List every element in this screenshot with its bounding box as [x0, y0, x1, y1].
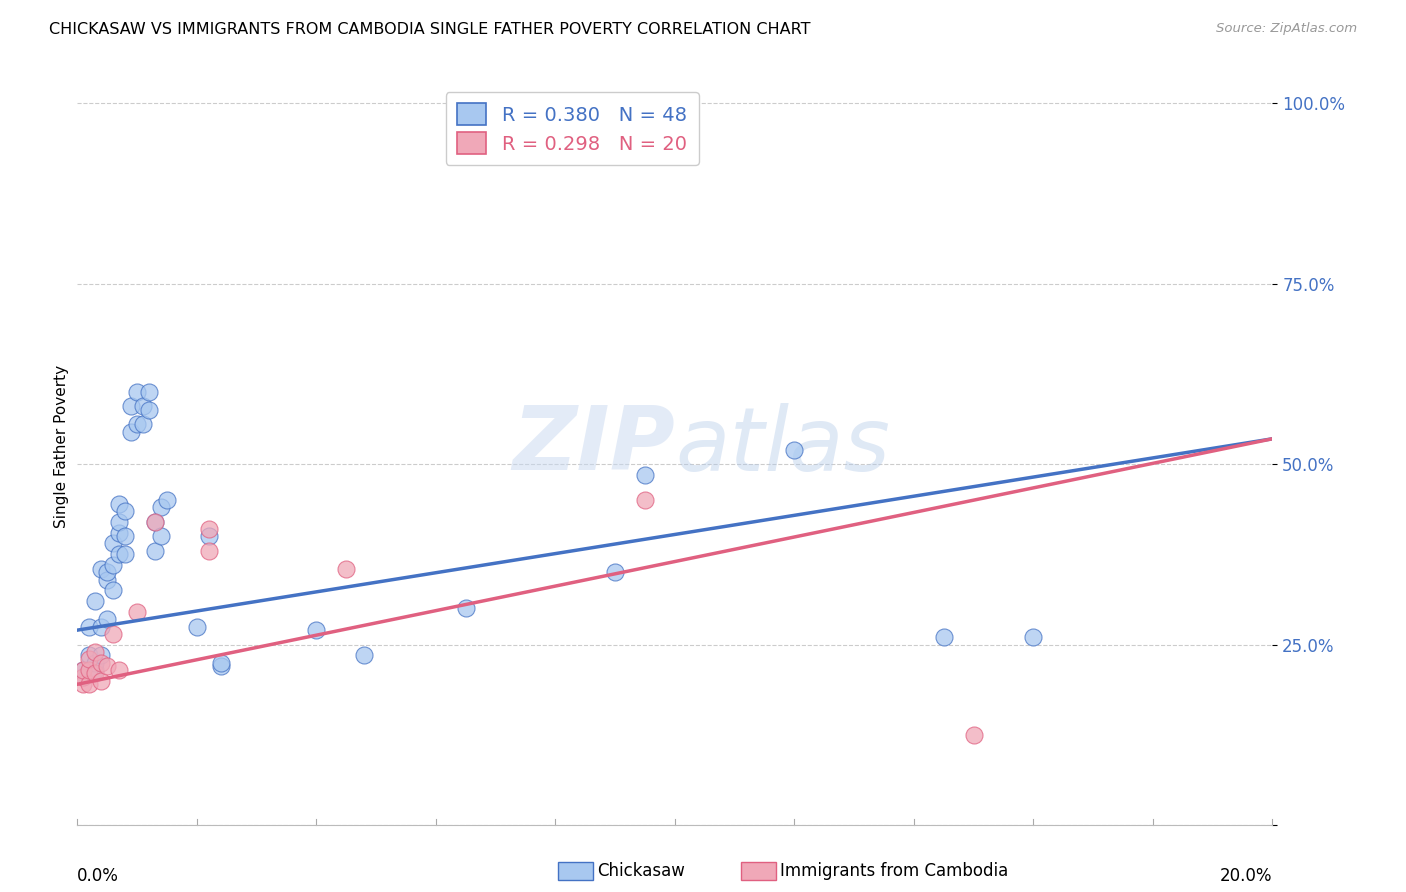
Point — [84, 594, 107, 608]
Point — [79, 663, 101, 677]
Point — [84, 645, 107, 659]
Point — [127, 605, 149, 619]
Point — [96, 612, 118, 626]
Point — [79, 652, 101, 666]
Point — [96, 566, 118, 580]
Point — [127, 384, 149, 399]
Point — [335, 562, 357, 576]
Point — [963, 728, 986, 742]
Point — [156, 493, 179, 508]
Point — [634, 467, 657, 482]
Point — [108, 515, 131, 529]
Point — [209, 659, 232, 673]
Point — [90, 656, 112, 670]
Text: 0.0%: 0.0% — [77, 867, 120, 885]
Point — [114, 547, 136, 561]
Text: Source: ZipAtlas.com: Source: ZipAtlas.com — [1216, 22, 1357, 36]
Point — [454, 601, 477, 615]
Point — [132, 399, 155, 413]
Point — [72, 670, 94, 684]
Point — [79, 648, 101, 663]
Point — [103, 558, 124, 573]
Point — [634, 493, 657, 508]
Point — [72, 663, 94, 677]
Point — [138, 403, 160, 417]
Point — [353, 648, 375, 663]
Point — [1022, 631, 1045, 645]
Point — [90, 648, 112, 663]
Point — [84, 663, 107, 677]
Point — [143, 543, 166, 558]
Point — [143, 515, 166, 529]
Point — [114, 504, 136, 518]
Point — [108, 497, 131, 511]
Text: 20.0%: 20.0% — [1220, 867, 1272, 885]
Point — [108, 547, 131, 561]
Point — [79, 619, 101, 633]
Point — [90, 619, 112, 633]
Point — [120, 399, 142, 413]
Point — [143, 515, 166, 529]
Point — [96, 573, 118, 587]
Point — [197, 522, 219, 536]
Point — [108, 525, 131, 540]
Text: atlas: atlas — [675, 403, 890, 489]
Point — [120, 425, 142, 439]
Point — [90, 673, 112, 688]
Point — [72, 663, 94, 677]
Point — [90, 562, 112, 576]
Point — [79, 677, 101, 691]
Point — [132, 417, 155, 432]
Point — [103, 583, 124, 598]
Y-axis label: Single Father Poverty: Single Father Poverty — [53, 365, 69, 527]
Point — [605, 566, 627, 580]
Point — [108, 663, 131, 677]
Point — [138, 384, 160, 399]
Point — [209, 656, 232, 670]
Point — [84, 666, 107, 681]
Legend: R = 0.380   N = 48, R = 0.298   N = 20: R = 0.380 N = 48, R = 0.298 N = 20 — [446, 92, 699, 165]
Text: ZIP: ZIP — [512, 402, 675, 490]
Text: Immigrants from Cambodia: Immigrants from Cambodia — [780, 862, 1008, 880]
Text: CHICKASAW VS IMMIGRANTS FROM CAMBODIA SINGLE FATHER POVERTY CORRELATION CHART: CHICKASAW VS IMMIGRANTS FROM CAMBODIA SI… — [49, 22, 811, 37]
Point — [305, 623, 328, 637]
Point — [84, 656, 107, 670]
Point — [72, 677, 94, 691]
Point — [96, 659, 118, 673]
Point — [150, 529, 173, 543]
Point — [197, 529, 219, 543]
Point — [197, 543, 219, 558]
Point — [783, 442, 806, 457]
Point — [114, 529, 136, 543]
Point — [150, 500, 173, 515]
Point — [932, 631, 955, 645]
Point — [103, 536, 124, 550]
Point — [186, 619, 208, 633]
Point — [127, 417, 149, 432]
Text: Chickasaw: Chickasaw — [598, 862, 686, 880]
Point — [103, 626, 124, 640]
Point — [72, 670, 94, 684]
